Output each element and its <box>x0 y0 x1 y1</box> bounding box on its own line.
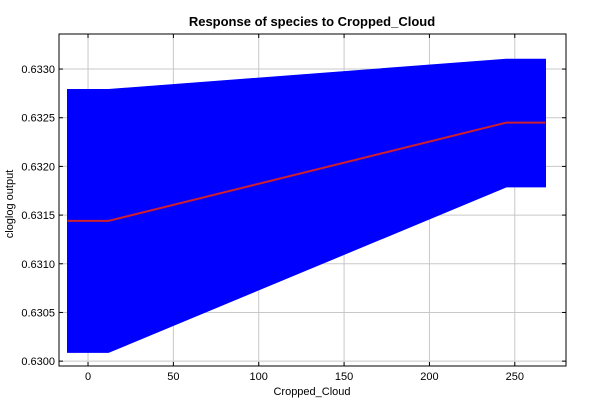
chart-title: Response of species to Cropped_Cloud <box>189 14 435 29</box>
y-tick-label-3: 0.6315 <box>21 210 55 222</box>
confidence-band <box>67 58 546 353</box>
tick-layer: 0 50 100 150 200 250 0.6300 0.6305 0.6310 0.6315 0… <box>21 34 566 383</box>
x-tick-label-0: 0 <box>85 371 91 383</box>
x-tick-label-3: 150 <box>335 371 353 383</box>
x-tick-label-4: 200 <box>420 371 438 383</box>
x-axis-label: Cropped_Cloud <box>273 386 350 398</box>
y-tick-label-6: 0.6330 <box>21 64 55 76</box>
y-tick-label-5: 0.6325 <box>21 113 55 125</box>
series-layer <box>67 58 546 353</box>
plot-frame <box>58 33 567 367</box>
y-tick-label-2: 0.6310 <box>21 259 55 271</box>
x-tick-label-5: 250 <box>506 371 524 383</box>
y-tick-label-0: 0.6300 <box>21 356 55 368</box>
y-tick-label-1: 0.6305 <box>21 307 55 319</box>
x-tick-label-1: 50 <box>167 371 179 383</box>
y-tick-label-4: 0.6320 <box>21 161 55 173</box>
y-axis-label: cloglog output <box>4 170 16 239</box>
x-tick-label-2: 100 <box>250 371 268 383</box>
response-line <box>67 121 546 222</box>
